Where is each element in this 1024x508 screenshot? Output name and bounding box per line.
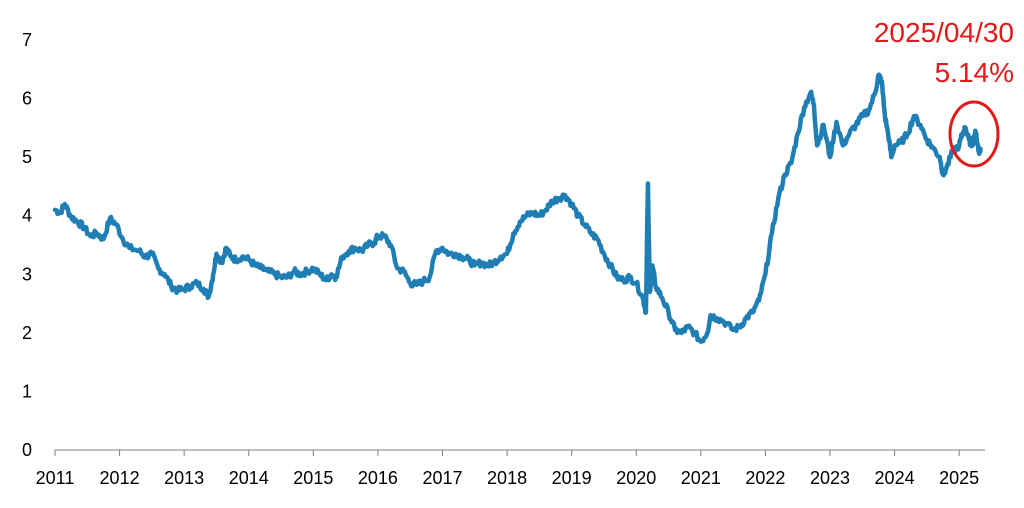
series-line xyxy=(52,72,983,344)
x-axis-labels: 2011 2012 2013 2014 2015 2016 2017 2018 2019 2020… xyxy=(36,468,980,488)
y-tick-label: 6 xyxy=(22,89,32,109)
x-tick-label: 2025 xyxy=(939,468,979,488)
y-tick-label: 2 xyxy=(22,323,32,343)
x-tick-marks xyxy=(54,450,960,456)
y-axis-labels: 0 1 2 3 4 5 6 7 xyxy=(22,30,32,460)
x-tick-label: 2015 xyxy=(293,468,333,488)
y-tick-label: 7 xyxy=(22,30,32,50)
y-tick-label: 1 xyxy=(22,381,32,401)
y-tick-label: 0 xyxy=(22,440,32,460)
y-tick-label: 5 xyxy=(22,147,32,167)
annotation-value: 5.14% xyxy=(935,57,1014,88)
x-tick-label: 2021 xyxy=(681,468,721,488)
x-tick-label: 2013 xyxy=(164,468,204,488)
x-tick-label: 2017 xyxy=(422,468,462,488)
annotation-group: 2025/04/30 5.14% xyxy=(874,17,1014,168)
annotation-date: 2025/04/30 xyxy=(874,17,1014,48)
x-tick-label: 2014 xyxy=(229,468,269,488)
x-tick-label: 2011 xyxy=(36,468,75,488)
x-tick-label: 2018 xyxy=(487,468,527,488)
x-tick-label: 2019 xyxy=(552,468,592,488)
highlight-circle xyxy=(948,100,1000,168)
series-group xyxy=(52,72,983,344)
x-tick-label: 2023 xyxy=(810,468,850,488)
x-tick-label: 2016 xyxy=(358,468,398,488)
y-tick-label: 3 xyxy=(22,264,32,284)
y-tick-label: 4 xyxy=(22,206,32,226)
x-tick-label: 2012 xyxy=(100,468,140,488)
x-tick-label: 2020 xyxy=(616,468,656,488)
x-tick-label: 2024 xyxy=(875,468,915,488)
x-tick-label: 2022 xyxy=(745,468,785,488)
